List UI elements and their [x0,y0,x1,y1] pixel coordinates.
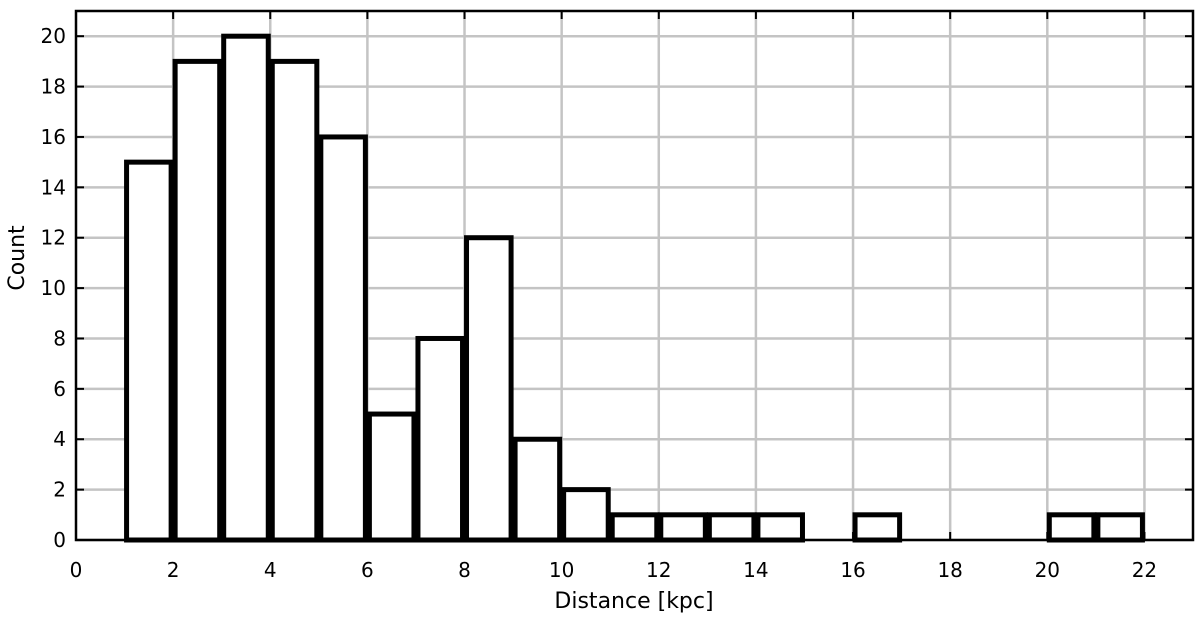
histogram-bar [124,159,174,543]
x-tick-label: 2 [167,558,180,582]
y-tick-label: 0 [53,528,66,552]
y-tick-label: 2 [53,478,66,502]
y-tick-label: 6 [53,377,66,401]
histogram-bar [1095,512,1145,543]
y-tick-label: 10 [41,276,66,300]
plot-frame [74,9,1195,542]
y-axis-label: Count [5,225,30,291]
x-tick-label: 14 [743,558,768,582]
histogram-bar [318,134,368,543]
histogram-bar [415,335,466,543]
y-tick-label: 4 [53,427,66,451]
histogram-bars [124,33,1145,543]
y-tick-label: 20 [41,24,66,48]
x-tick-label: 8 [458,558,471,582]
x-tick-label: 22 [1132,558,1157,582]
x-tick-label: 20 [1035,558,1060,582]
histogram-bar [221,33,271,543]
histogram-bar [852,512,903,543]
y-tick-label: 16 [41,125,66,149]
x-tick-label: 18 [937,558,962,582]
histogram-bar [561,487,611,543]
histogram-bar [512,436,563,543]
y-tick-labels: 0 2 4 6 8 10 12 14 16 18 20 [41,24,66,552]
x-tick-label: 4 [264,558,277,582]
histogram-bar [464,235,514,543]
histogram-bar [366,411,417,543]
x-tick-label: 16 [840,558,865,582]
y-tick-label: 18 [41,75,66,99]
x-axis-label: Distance [kpc] [554,589,713,614]
histogram-bar [1046,512,1097,543]
y-tick-label: 12 [41,226,66,250]
x-tick-label: 10 [549,558,574,582]
histogram-bar [706,512,757,543]
histogram-bar [755,512,805,543]
histogram-bar [172,58,223,543]
x-tick-label: 0 [70,558,83,582]
y-tick-label: 14 [41,175,66,199]
histogram-bar [269,58,320,543]
histogram-bar [609,512,660,543]
x-tick-label: 6 [361,558,374,582]
histogram-bar [658,512,708,543]
axis-ticks [75,11,1193,541]
x-tick-labels: 0 2 4 6 8 10 12 14 16 18 20 22 [70,558,1158,582]
x-tick-label: 12 [646,558,671,582]
y-tick-label: 8 [53,326,66,350]
